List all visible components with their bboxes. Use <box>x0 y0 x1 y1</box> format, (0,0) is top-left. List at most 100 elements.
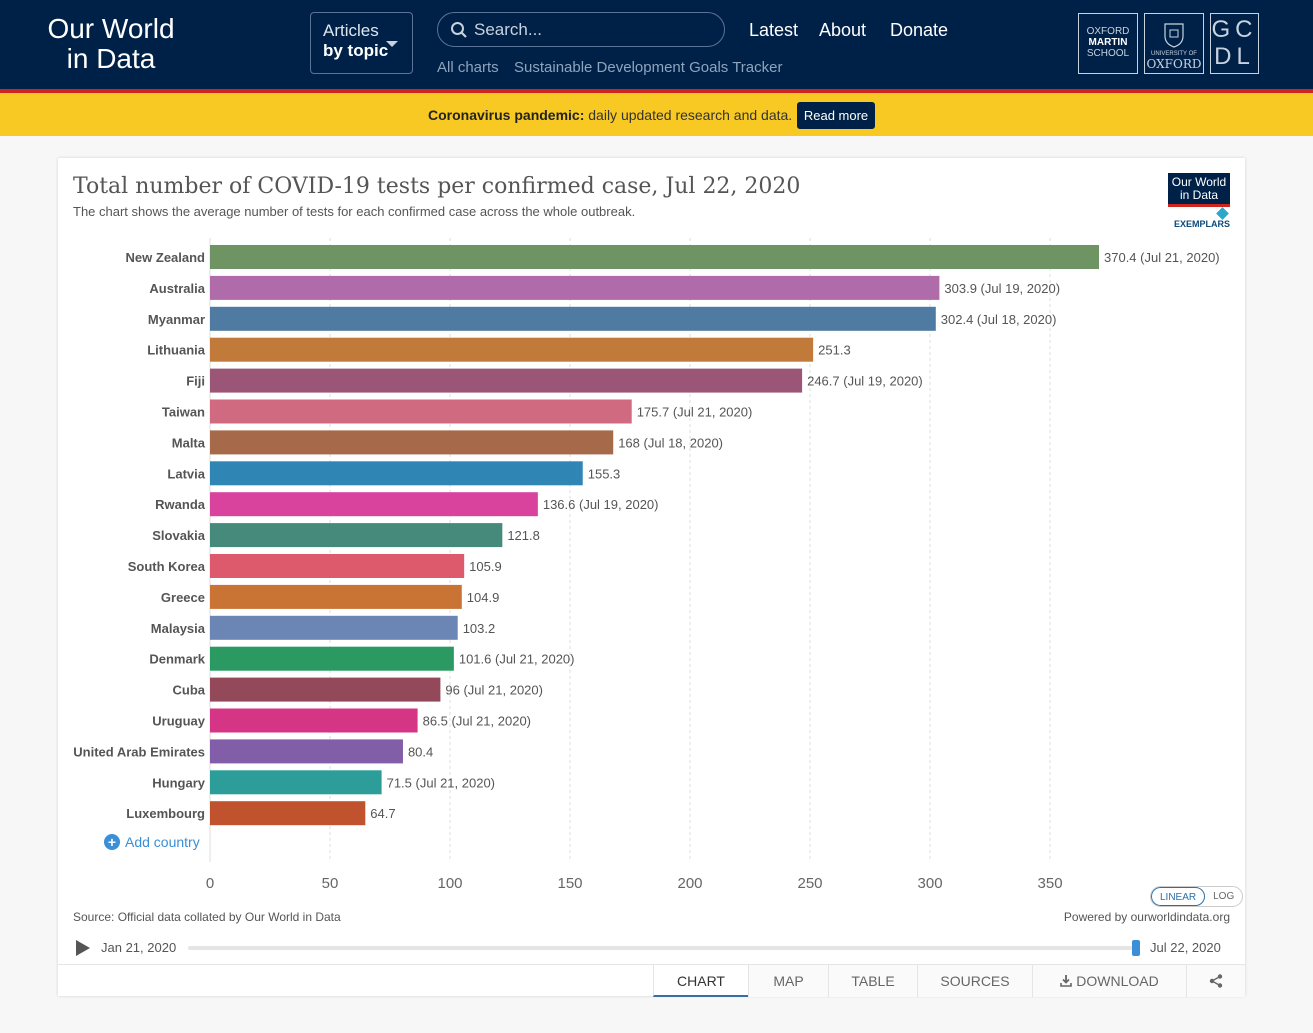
caret-down-icon <box>386 41 398 47</box>
exemplars-icon <box>1216 207 1229 220</box>
timeline-end-label: Jul 22, 2020 <box>1150 940 1221 955</box>
category-label: Denmark <box>149 652 205 667</box>
exemplars-logo[interactable]: EXEMPLARS <box>1168 207 1230 229</box>
nav-about-link[interactable]: About <box>819 20 867 40</box>
search-input[interactable] <box>474 18 714 42</box>
data-label: 86.5 (Jul 21, 2020) <box>423 714 531 729</box>
timeline-start-label: Jan 21, 2020 <box>101 940 177 955</box>
category-label: South Korea <box>128 559 206 574</box>
timeline-track[interactable] <box>188 946 1138 950</box>
site-header: Our World in Data Articles by topic Late… <box>0 0 1313 89</box>
search-icon <box>451 22 467 38</box>
bar <box>210 615 458 640</box>
bar-chart: 0 50 100 150 200 250 300 350 New Zealand 370.4 (J… <box>73 238 1220 888</box>
data-label: 71.5 (Jul 21, 2020) <box>387 775 495 790</box>
data-label: 136.6 (Jul 19, 2020) <box>543 497 659 512</box>
bar <box>210 801 366 826</box>
nav-donate-link[interactable]: Donate <box>890 20 949 40</box>
bar <box>210 584 462 609</box>
tab-chart[interactable]: CHART <box>653 965 748 997</box>
badge-line2: in Data <box>1179 188 1219 202</box>
badge-line1: Our World <box>1171 175 1227 189</box>
oxford-martin-school-logo[interactable]: OXFORD MARTIN SCHOOL <box>1078 13 1138 74</box>
covid-banner: Coronavirus pandemic: daily updated rese… <box>0 89 1313 136</box>
x-tick-label: 200 <box>678 875 703 888</box>
bar <box>210 337 814 362</box>
download-icon <box>1060 975 1073 987</box>
sdg-tracker-link[interactable]: Sustainable Development Goals Tracker <box>514 59 783 76</box>
share-button[interactable] <box>1186 965 1245 997</box>
gcdl-logo[interactable]: GCDL <box>1210 13 1259 74</box>
x-tick-label: 300 <box>918 875 943 888</box>
category-label: Myanmar <box>148 312 205 327</box>
data-label: 64.7 <box>370 806 395 821</box>
x-tick-label: 0 <box>206 875 214 888</box>
university-of-oxford-logo[interactable]: UNIVERSITY OF OXFORD <box>1144 13 1204 74</box>
chart-tab-bar: CHART MAP TABLE SOURCES DOWNLOAD <box>58 964 1245 997</box>
owid-logo[interactable]: Our World in Data <box>44 14 178 74</box>
chart-title: Total number of COVID-19 tests per confi… <box>73 174 801 199</box>
data-label: 105.9 <box>469 559 502 574</box>
category-label: Uruguay <box>152 714 206 729</box>
category-label: New Zealand <box>126 250 206 265</box>
read-more-button[interactable]: Read more <box>797 102 875 129</box>
timeline-handle[interactable] <box>1132 940 1140 956</box>
scale-toggle[interactable]: LINEAR LOG <box>1150 886 1244 907</box>
category-label: Hungary <box>152 775 206 790</box>
x-tick-label: 250 <box>798 875 823 888</box>
log-scale-button[interactable]: LOG <box>1213 891 1235 902</box>
add-country-button[interactable]: + Add country <box>104 834 200 850</box>
logo-line2: in Data <box>66 43 156 74</box>
nav-latest-link[interactable]: Latest <box>749 20 799 40</box>
category-label: United Arab Emirates <box>73 744 205 759</box>
tab-download[interactable]: DOWNLOAD <box>1032 965 1186 997</box>
articles-by-topic-button[interactable]: Articles by topic <box>310 12 413 74</box>
category-label: Fiji <box>186 374 205 389</box>
by-topic-label: by topic <box>323 41 389 60</box>
oms-line1: OXFORD <box>1086 26 1130 37</box>
owid-badge-logo[interactable]: Our World in Data <box>1168 173 1230 207</box>
bar <box>210 739 403 764</box>
articles-label: Articles <box>323 21 379 40</box>
data-label: 104.9 <box>467 590 500 605</box>
data-label: 121.8 <box>507 528 540 543</box>
data-label: 251.3 <box>818 343 851 358</box>
logo-line1: Our World <box>47 13 175 44</box>
category-label: Cuba <box>173 683 206 698</box>
banner-description: daily updated research and data. <box>584 107 793 123</box>
data-label: 101.6 (Jul 21, 2020) <box>459 652 575 667</box>
powered-by-link[interactable]: Powered by ourworldindata.org <box>1063 910 1230 924</box>
category-label: Greece <box>161 590 205 605</box>
tab-sources[interactable]: SOURCES <box>917 965 1032 997</box>
tab-table[interactable]: TABLE <box>828 965 917 997</box>
bar <box>210 708 418 733</box>
download-label: DOWNLOAD <box>1076 973 1159 989</box>
data-label: 103.2 <box>463 621 496 636</box>
category-label: Latvia <box>167 466 205 481</box>
data-label: 302.4 (Jul 18, 2020) <box>941 312 1057 327</box>
category-label: Australia <box>149 281 205 296</box>
data-label: 370.4 (Jul 21, 2020) <box>1104 250 1220 265</box>
bar <box>210 523 503 548</box>
x-tick-label: 50 <box>322 875 339 888</box>
all-charts-link[interactable]: All charts <box>437 59 499 76</box>
source-note[interactable]: Source: Official data collated by Our Wo… <box>73 910 341 924</box>
category-label: Malaysia <box>151 621 206 636</box>
exemplars-text: EXEMPLARS <box>1173 219 1230 229</box>
bar <box>210 492 538 517</box>
linear-scale-button[interactable]: LINEAR <box>1151 887 1206 906</box>
bar <box>210 399 632 424</box>
tab-map[interactable]: MAP <box>748 965 828 997</box>
oxford-crest-icon <box>1164 23 1184 48</box>
category-label: Lithuania <box>147 343 206 358</box>
bar <box>210 646 454 671</box>
chart-card: Total number of COVID-19 tests per confi… <box>58 158 1245 997</box>
data-label: 175.7 (Jul 21, 2020) <box>637 405 753 420</box>
play-icon[interactable] <box>76 940 90 956</box>
oxford-line1: UNIVERSITY OF <box>1151 51 1197 57</box>
data-label: 246.7 (Jul 19, 2020) <box>807 374 923 389</box>
category-label: Slovakia <box>152 528 206 543</box>
plus-icon: + <box>104 834 120 850</box>
chart-subtitle: The chart shows the average number of te… <box>73 204 636 219</box>
search-box[interactable] <box>437 12 725 47</box>
